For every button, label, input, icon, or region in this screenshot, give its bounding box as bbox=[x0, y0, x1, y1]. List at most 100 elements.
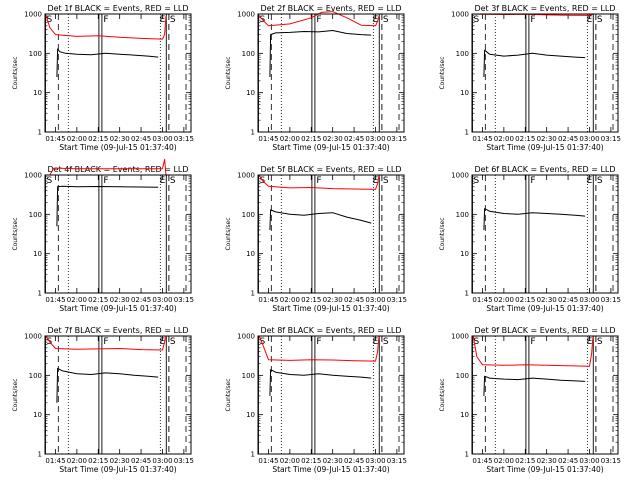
events-series-line bbox=[483, 208, 586, 231]
event-marker-label: S bbox=[473, 176, 479, 186]
lld-series-line bbox=[258, 11, 380, 27]
y-axis-label: Counts/sec bbox=[225, 217, 232, 250]
x-tick-label: 03:15 bbox=[387, 296, 407, 304]
x-axis-label: Start Time (09-Jul-15 01:37:40) bbox=[59, 143, 176, 152]
y-tick-label: 1000 bbox=[24, 11, 42, 19]
y-tick-label: 1000 bbox=[237, 333, 255, 341]
event-marker-label: F bbox=[530, 337, 535, 347]
x-tick-label: 02:00 bbox=[494, 457, 514, 465]
plot-frame bbox=[44, 13, 192, 133]
panel-title: Det 3f BLACK = Events, RED = LLD bbox=[474, 4, 615, 13]
y-tick-label: 1 bbox=[251, 129, 255, 137]
panel-title: Det 1f BLACK = Events, RED = LLD bbox=[47, 4, 188, 13]
panel-title: Det 4f BLACK = Events, RED = LLD bbox=[47, 165, 188, 174]
event-marker-label: S bbox=[597, 15, 603, 25]
y-axis-label: Counts/sec bbox=[439, 56, 446, 89]
y-tick-label: 10 bbox=[33, 89, 42, 97]
x-tick-label: 02:30 bbox=[110, 457, 130, 465]
lld-series-line bbox=[45, 15, 167, 40]
event-marker-label: S bbox=[383, 337, 389, 347]
detector-panel-3: Det 3f BLACK = Events, RED = LLD Counts/s… bbox=[439, 4, 621, 152]
event-marker-label: E bbox=[587, 15, 593, 25]
y-axis-label: Counts/sec bbox=[225, 378, 232, 411]
x-tick-label: 03:15 bbox=[387, 457, 407, 465]
x-axis-label: Start Time (09-Jul-15 01:37:40) bbox=[486, 143, 603, 152]
events-series-line bbox=[483, 49, 586, 78]
x-tick-label: 02:45 bbox=[558, 457, 578, 465]
y-tick-label: 100 bbox=[242, 372, 255, 380]
plot-frame bbox=[257, 13, 405, 133]
detector-panel-7: Det 7f BLACK = Events, RED = LLD Counts/s… bbox=[12, 326, 194, 474]
x-tick-label: 02:45 bbox=[344, 135, 364, 143]
event-marker-label: F bbox=[530, 176, 535, 186]
x-axis-label: Start Time (09-Jul-15 01:37:40) bbox=[59, 304, 176, 313]
y-tick-label: 100 bbox=[29, 372, 42, 380]
y-tick-label: 1 bbox=[38, 451, 42, 459]
event-marker-label: E bbox=[587, 337, 593, 347]
event-marker-label: E bbox=[160, 337, 166, 347]
event-marker-label: F bbox=[316, 337, 321, 347]
y-tick-label: 100 bbox=[456, 50, 469, 58]
x-tick-label: 03:15 bbox=[174, 296, 194, 304]
x-tick-label: 01:45 bbox=[472, 135, 492, 143]
event-marker-label: S bbox=[473, 337, 479, 347]
x-tick-label: 01:45 bbox=[45, 296, 65, 304]
detector-panel-1: Det 1f BLACK = Events, RED = LLD Counts/s… bbox=[12, 4, 194, 152]
x-tick-label: 03:00 bbox=[365, 457, 385, 465]
y-axis-label: Counts/sec bbox=[439, 217, 446, 250]
plot-frame bbox=[471, 335, 619, 455]
x-tick-label: 02:15 bbox=[88, 296, 108, 304]
event-marker-label: F bbox=[103, 15, 108, 25]
x-tick-label: 02:45 bbox=[344, 296, 364, 304]
event-marker-label: F bbox=[103, 337, 108, 347]
x-tick-label: 02:00 bbox=[67, 135, 87, 143]
x-tick-label: 02:45 bbox=[131, 457, 151, 465]
event-marker-label: E bbox=[373, 176, 379, 186]
events-series-line bbox=[56, 48, 159, 78]
x-tick-label: 03:00 bbox=[152, 135, 172, 143]
x-tick-label: 02:30 bbox=[110, 296, 130, 304]
x-tick-label: 01:45 bbox=[472, 457, 492, 465]
y-axis-label: Counts/sec bbox=[225, 56, 232, 89]
x-axis-label: Start Time (09-Jul-15 01:37:40) bbox=[272, 304, 389, 313]
y-axis-label: Counts/sec bbox=[12, 217, 19, 250]
event-marker-label: S bbox=[170, 176, 176, 186]
x-tick-label: 02:00 bbox=[67, 296, 87, 304]
event-marker-label: S bbox=[170, 337, 176, 347]
y-tick-label: 100 bbox=[242, 50, 255, 58]
y-tick-label: 10 bbox=[460, 250, 469, 258]
x-tick-label: 01:45 bbox=[258, 135, 278, 143]
detector-panel-9: Det 9f BLACK = Events, RED = LLD Counts/s… bbox=[439, 326, 621, 474]
y-tick-label: 100 bbox=[242, 211, 255, 219]
detector-panel-4: Det 4f BLACK = Events, RED = LLD Counts/s… bbox=[12, 158, 194, 313]
y-tick-label: 100 bbox=[456, 211, 469, 219]
y-tick-label: 100 bbox=[29, 211, 42, 219]
y-tick-label: 1 bbox=[38, 129, 42, 137]
x-tick-label: 01:45 bbox=[45, 135, 65, 143]
y-tick-label: 10 bbox=[246, 250, 255, 258]
x-axis-label: Start Time (09-Jul-15 01:37:40) bbox=[486, 304, 603, 313]
x-tick-label: 02:30 bbox=[323, 457, 343, 465]
x-tick-label: 02:00 bbox=[494, 135, 514, 143]
x-tick-label: 02:15 bbox=[301, 457, 321, 465]
y-tick-label: 10 bbox=[33, 250, 42, 258]
detector-panel-2: Det 2f BLACK = Events, RED = LLD Counts/s… bbox=[225, 4, 407, 152]
lld-series-line bbox=[45, 335, 167, 351]
y-tick-label: 10 bbox=[33, 411, 42, 419]
x-tick-label: 02:30 bbox=[537, 135, 557, 143]
y-tick-label: 1 bbox=[38, 290, 42, 298]
x-tick-label: 03:15 bbox=[174, 457, 194, 465]
event-marker-label: E bbox=[160, 15, 166, 25]
x-tick-label: 02:00 bbox=[67, 457, 87, 465]
panel-title: Det 6f BLACK = Events, RED = LLD bbox=[474, 165, 615, 174]
detector-panel-8: Det 8f BLACK = Events, RED = LLD Counts/s… bbox=[225, 326, 407, 474]
y-tick-label: 1000 bbox=[237, 172, 255, 180]
plot-frame bbox=[44, 174, 192, 294]
y-tick-label: 1000 bbox=[451, 11, 469, 19]
x-tick-label: 03:00 bbox=[152, 457, 172, 465]
x-tick-label: 02:30 bbox=[110, 135, 130, 143]
x-tick-label: 02:15 bbox=[88, 457, 108, 465]
panel-title: Det 7f BLACK = Events, RED = LLD bbox=[47, 326, 188, 335]
x-tick-label: 02:00 bbox=[280, 135, 300, 143]
lld-series-line bbox=[258, 174, 380, 190]
